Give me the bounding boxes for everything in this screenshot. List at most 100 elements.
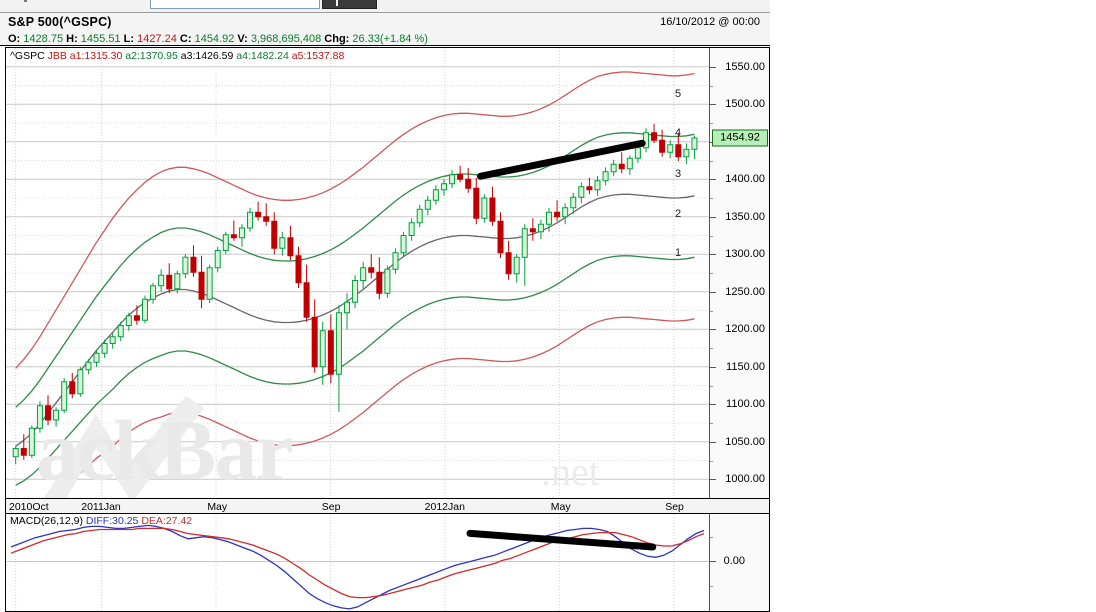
y-tick	[710, 254, 716, 256]
page-title: S&P 500(^GSPC)	[8, 15, 112, 29]
jbb-a2-value: 1370.95	[139, 50, 178, 62]
macd-zero-tick	[710, 561, 716, 563]
date-label: 2012Jan	[424, 501, 465, 513]
date-label: 2011Jan	[81, 501, 121, 513]
band-number-1: 1	[675, 247, 682, 260]
y-axis-label: 1400.00	[725, 173, 765, 186]
y-tick-minor	[710, 348, 713, 349]
chart-header: S&P 500(^GSPC) 16/10/2012 @ 00:00 O: 142…	[0, 12, 770, 46]
current-price-badge: 1454.92	[712, 129, 768, 147]
y-axis-label: 1300.00	[725, 248, 765, 261]
macd-zero-label: 0.00	[723, 555, 745, 568]
y-tick-minor	[710, 273, 713, 274]
jbb-a3-label: a3:	[180, 50, 196, 62]
y-tick-minor	[710, 123, 713, 124]
y-axis-label: 1200.00	[725, 323, 765, 336]
jbb-a1-value: 1315.30	[84, 50, 123, 62]
y-tick	[710, 291, 716, 293]
macd-legend: MACD(26,12,9) DIFF:30.25 DEA:27.42	[10, 515, 192, 527]
ohlc-summary: O: 1428.75 H: 1455.51 L: 1427.24 C: 1454…	[8, 33, 428, 45]
macd-y-axis: 0.00	[709, 514, 769, 611]
y-axis-label: 1350.00	[725, 210, 765, 223]
y-tick-minor	[710, 460, 713, 462]
date-label: 2010Oct	[9, 501, 49, 513]
macd-diff-label: DIFF:	[85, 515, 113, 527]
open-value: 1428.75	[23, 33, 64, 45]
volume-label: V:	[237, 33, 248, 45]
y-tick-minor	[710, 160, 713, 162]
change-value: 26.33(+1.84 %)	[352, 33, 428, 45]
close-value: 1454.92	[194, 33, 235, 45]
macd-chart-pane[interactable]: MACD(26,12,9) DIFF:30.25 DEA:27.42	[6, 514, 709, 611]
y-tick	[710, 404, 716, 406]
jbb-a4-label: a4:	[236, 50, 251, 62]
high-label: H:	[66, 33, 78, 45]
macd-diff-value: 30.25	[112, 515, 139, 527]
macd-label: MACD(26,12,9)	[10, 515, 83, 527]
y-tick-minor	[710, 198, 713, 199]
y-tick	[710, 216, 716, 218]
y-tick	[710, 104, 716, 106]
y-tick	[710, 66, 716, 68]
y-tick	[710, 441, 716, 443]
band-number-5: 5	[675, 88, 682, 101]
low-label: L:	[123, 33, 135, 45]
y-axis-label: 1250.00	[725, 285, 765, 298]
y-tick	[710, 366, 716, 368]
volume-value: 3,968,695,408	[250, 33, 322, 45]
top-toolbar	[0, 0, 770, 12]
change-label: Chg:	[324, 33, 350, 45]
y-axis-label: 1050.00	[725, 435, 765, 448]
y-tick-minor	[710, 385, 713, 387]
price-y-axis: 1000.00 1050.00 1100.00 1150.00 1200.00 1250.…	[709, 48, 769, 499]
y-tick-minor	[710, 235, 713, 237]
jbb-indicator-legend: ^GSPC JBB a1:1315.30 a2:1370.95 a3:1426.…	[10, 50, 344, 62]
price-candlestick-svg	[6, 48, 709, 498]
open-label: O:	[8, 33, 21, 45]
date-label: May	[207, 501, 228, 513]
chart-frame: ackBar .net האתר לניתוחים טכניים בשוק הה…	[5, 47, 770, 612]
toolbar-left-marker	[24, 0, 27, 2]
price-chart-pane[interactable]: ackBar .net האתר לניתוחים טכניים בשוק הה…	[6, 48, 709, 498]
y-axis-label: 1150.00	[726, 360, 765, 373]
button-glyph	[336, 0, 338, 6]
macd-dea-label: DEA:	[141, 515, 166, 527]
jbb-a5-value: 1537.88	[306, 50, 345, 62]
date-label: May	[550, 501, 571, 513]
low-value: 1427.24	[137, 33, 177, 45]
date-label: Sep	[665, 501, 684, 513]
date-label: Sep	[321, 501, 341, 513]
y-tick-minor	[710, 310, 713, 312]
high-value: 1455.51	[80, 33, 121, 45]
jbb-a5-label: a5:	[291, 50, 307, 62]
macd-dea-value: 27.42	[165, 515, 193, 527]
y-axis-label: 1100.00	[726, 398, 765, 411]
y-tick-minor	[710, 85, 713, 87]
y-tick	[710, 479, 716, 481]
symbol-search-input[interactable]	[150, 0, 320, 9]
y-axis-label: 1500.00	[725, 98, 765, 111]
y-axis-label: 1550.00	[725, 60, 765, 73]
band-number-4: 4	[675, 127, 682, 140]
jbb-symbol: ^GSPC	[10, 50, 45, 62]
date-axis: 2010Oct 2011Jan May Sep 2012Jan May Sep	[6, 498, 709, 514]
macd-tick-minor	[710, 536, 713, 538]
toolbar-submit-button[interactable]	[322, 0, 377, 9]
jbb-a4-value: 1482.24	[250, 50, 289, 62]
macd-svg	[6, 514, 709, 611]
y-tick	[710, 329, 716, 331]
y-axis-label: 1000.00	[725, 473, 765, 486]
close-label: C:	[179, 33, 192, 45]
jbb-a2-label: a2:	[125, 50, 140, 62]
quote-timestamp: 16/10/2012 @ 00:00	[660, 16, 760, 28]
band-number-2: 2	[675, 208, 682, 221]
macd-tick-minor	[710, 586, 713, 588]
y-tick-minor	[710, 423, 713, 424]
y-tick	[710, 179, 716, 181]
jbb-a1-label: a1:	[69, 50, 85, 62]
band-number-3: 3	[675, 167, 682, 180]
jbb-name: JBB	[47, 50, 67, 62]
date-axis-corner	[709, 498, 769, 514]
jbb-a3-value: 1426.59	[195, 50, 234, 62]
